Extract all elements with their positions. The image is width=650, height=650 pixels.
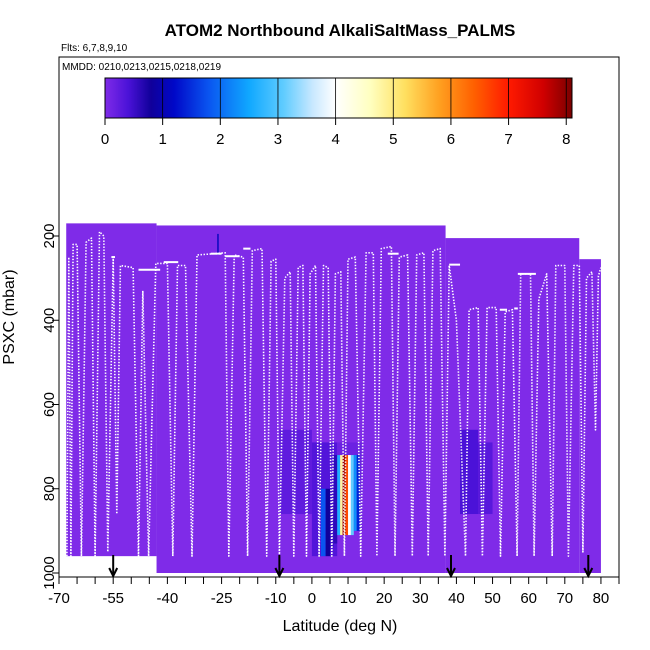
chart-title: ATOM2 Northbound AlkaliSaltMass_PALMS [165, 21, 516, 40]
x-tick-label: 20 [376, 590, 393, 607]
arrow-head [583, 567, 594, 579]
x-tick-label: 60 [520, 590, 537, 607]
colorbar-tick-label: 8 [562, 131, 570, 148]
heatmap-cell [337, 455, 341, 536]
heatmap-cell [445, 238, 580, 573]
heatmap-cell [340, 455, 343, 536]
colorbar-tick-label: 7 [504, 131, 512, 148]
y-axis: 200 400 600 800 1000 [41, 223, 59, 590]
x-tick-label: 80 [593, 590, 610, 607]
heatmap-cell [460, 429, 479, 515]
dates-label: MMDD: 0210,0213,0215,0218,0219 [62, 62, 221, 73]
flights-label: Flts: 6,7,8,9,10 [61, 43, 128, 54]
profile-arrows [108, 555, 594, 579]
y-tick-label: 200 [41, 223, 58, 248]
heatmap-cell [342, 455, 346, 536]
flight-track-line [66, 231, 602, 557]
heatmap-cell [217, 233, 219, 255]
x-axis-label: Latitude (deg N) [283, 618, 398, 635]
heatmap-cell [320, 488, 326, 557]
y-axis-label: PSXC (mbar) [1, 269, 18, 364]
heatmap-cell [325, 488, 330, 557]
colorbar-tick-label: 1 [158, 131, 166, 148]
heatmap-cell [345, 455, 349, 536]
y-tick-label: 800 [41, 476, 58, 501]
y-tick-label: 600 [41, 392, 58, 417]
x-tick-label: -70 [48, 590, 70, 607]
y-tick-label: 400 [41, 308, 58, 333]
heatmap-cell [478, 442, 493, 515]
heatmap-cells [66, 223, 601, 573]
colorbar-tick-label: 3 [274, 131, 282, 148]
x-tick-label: 0 [308, 590, 316, 607]
y-tick-label: 1000 [41, 556, 58, 589]
colorbar-tick-label: 2 [216, 131, 224, 148]
x-tick-label: -25 [211, 590, 233, 607]
colorbar-tick-label: 6 [447, 131, 455, 148]
colorbar-tick-label: 4 [331, 131, 339, 148]
arrow-head [274, 567, 285, 579]
heatmap-cell [356, 455, 360, 531]
heatmap-cell [353, 455, 357, 531]
x-tick-label: 50 [484, 590, 501, 607]
x-axis: -70 -55 -40 -25 -10 0 10 20 30 40 50 60 70 80 [48, 576, 620, 607]
x-tick-label: 30 [412, 590, 429, 607]
heatmap-cell [329, 488, 334, 548]
heatmap-cell [350, 455, 354, 536]
flight-track [66, 231, 602, 557]
x-tick-label: -40 [157, 590, 179, 607]
x-tick-label: 10 [340, 590, 357, 607]
heatmap-cell [579, 259, 601, 573]
heatmap-cell [348, 455, 351, 536]
x-tick-label: 70 [556, 590, 573, 607]
x-tick-label: -55 [102, 590, 124, 607]
colorbar-gradient [104, 77, 573, 119]
x-tick-label: 40 [448, 590, 465, 607]
x-tick-label: -10 [265, 590, 287, 607]
colorbar-tick-label: 5 [389, 131, 397, 148]
colorbar: 0 1 2 3 4 5 6 7 8 [101, 77, 573, 148]
arrow-head [446, 567, 456, 579]
colorbar-tick-label: 0 [101, 131, 109, 148]
heatmap-cell [333, 455, 338, 544]
arrow-head [108, 567, 119, 579]
heatmap-cell [156, 225, 446, 573]
